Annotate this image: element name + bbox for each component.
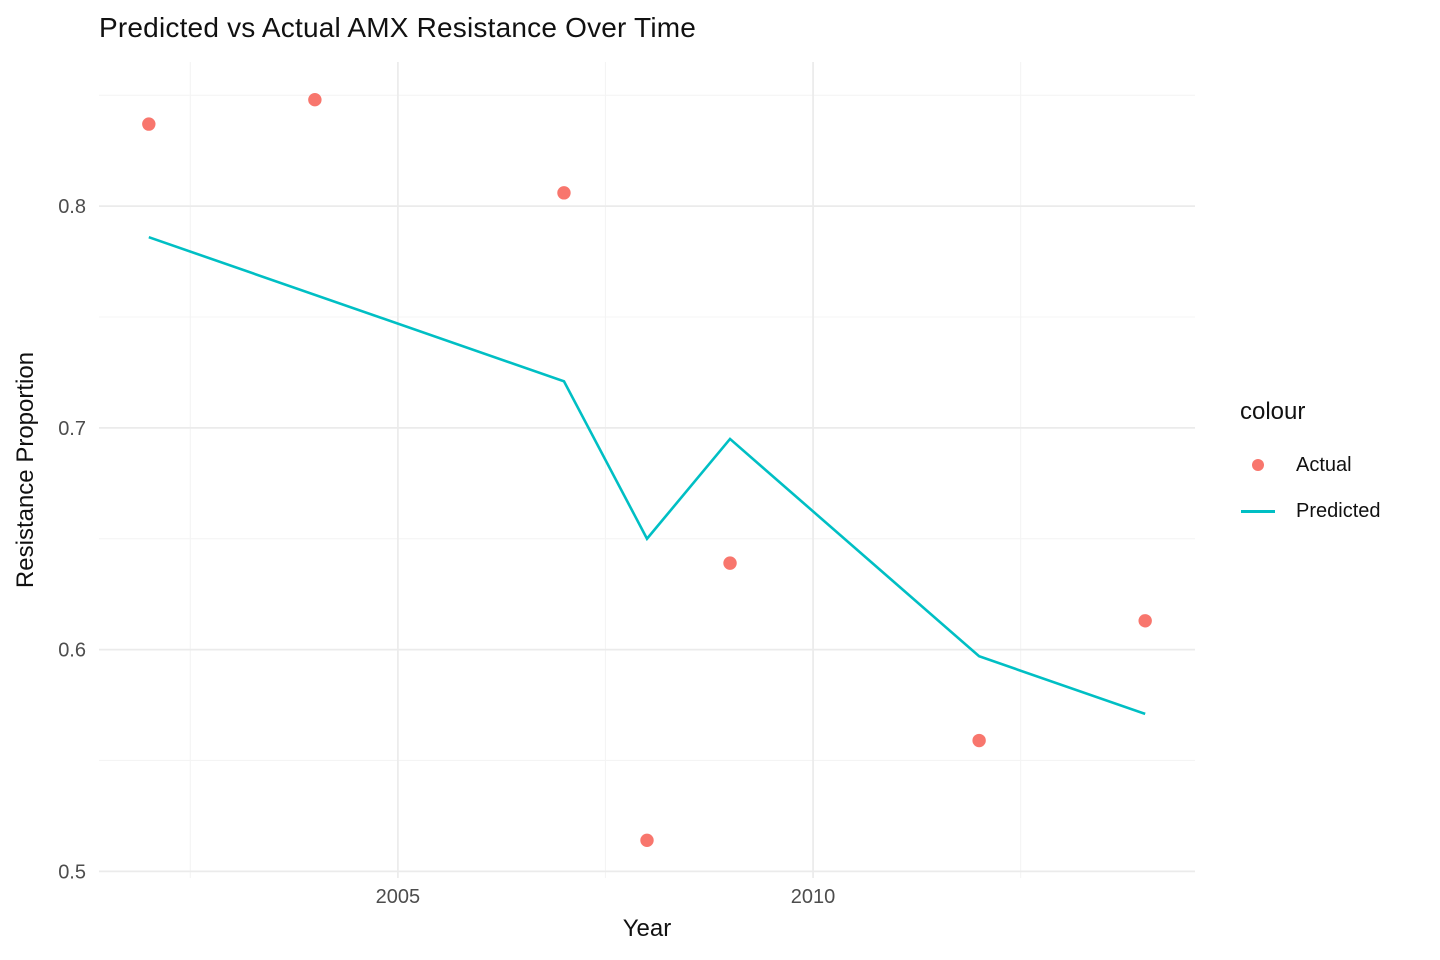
y-tick-label: 0.7 [58,418,86,440]
legend: colour Actual Predicted [1240,398,1440,542]
x-tick-label: 2010 [791,886,836,908]
actual-point-swatch [1252,459,1264,471]
actual-point [1138,614,1152,628]
actual-point [142,117,156,131]
legend-item-predicted: Predicted [1240,496,1440,526]
chart-title: Predicted vs Actual AMX Resistance Over … [99,12,697,43]
y-tick-label: 0.5 [58,861,86,883]
legend-item-label: Actual [1296,453,1352,476]
x-axis-title: Year [622,915,672,942]
legend-item-actual: Actual [1240,450,1440,480]
predicted-line-swatch [1241,509,1275,513]
legend-key [1240,450,1276,480]
actual-point [308,92,322,107]
legend-item-label: Predicted [1296,499,1381,522]
predicted-line [148,235,1146,716]
x-tick-label: 2005 [376,886,421,908]
y-tick-label: 0.6 [58,640,86,662]
y-tick-label: 0.8 [58,196,86,218]
actual-point [723,556,737,570]
actual-point [972,733,986,748]
legend-key [1240,496,1276,526]
actual-point [557,186,571,200]
actual-point [640,833,654,848]
legend-title: colour [1240,398,1306,425]
